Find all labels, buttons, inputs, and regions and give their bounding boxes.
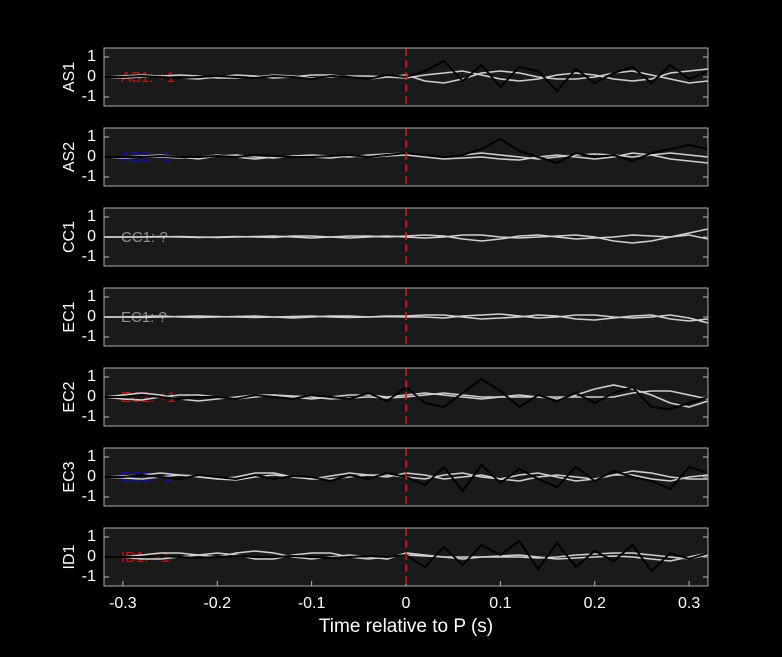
y-tick-label: 1 (87, 128, 96, 145)
panel-border (103, 127, 709, 187)
y-axis-label: AS2 (61, 142, 78, 172)
panel-border (103, 447, 709, 507)
x-tick-label: -0.1 (298, 595, 326, 612)
x-tick-label: -0.3 (109, 595, 137, 612)
y-axis-label: CC1 (61, 221, 78, 253)
y-tick-label: 0 (87, 468, 96, 485)
y-tick-label: 0 (87, 68, 96, 85)
y-axis-label: ID1 (61, 544, 78, 569)
panel-border (103, 207, 709, 267)
x-axis-label: Time relative to P (s) (319, 616, 493, 637)
panel-border (103, 47, 709, 107)
y-tick-label: 1 (87, 48, 96, 65)
y-tick-label: -1 (82, 408, 96, 425)
x-tick-label: 0.1 (489, 595, 511, 612)
y-tick-label: 1 (87, 288, 96, 305)
y-axis-label: AS1 (61, 62, 78, 92)
y-tick-label: 1 (87, 528, 96, 545)
y-tick-label: 0 (87, 148, 96, 165)
y-axis-label: EC2 (61, 381, 78, 412)
y-tick-label: -1 (82, 248, 96, 265)
x-tick-label: 0.3 (678, 595, 700, 612)
y-tick-label: -1 (82, 328, 96, 345)
y-tick-label: -1 (82, 568, 96, 585)
y-axis-label: EC3 (61, 461, 78, 492)
y-axis-label: EC1 (61, 301, 78, 332)
panel-border (103, 287, 709, 347)
y-tick-label: -1 (82, 88, 96, 105)
panel-border (103, 527, 709, 587)
y-tick-label: 1 (87, 448, 96, 465)
y-tick-label: -1 (82, 488, 96, 505)
y-tick-label: -1 (82, 168, 96, 185)
panel-border (103, 367, 709, 427)
y-tick-label: 0 (87, 308, 96, 325)
y-tick-label: 0 (87, 228, 96, 245)
y-tick-label: 0 (87, 548, 96, 565)
y-tick-label: 1 (87, 368, 96, 385)
y-tick-label: 0 (87, 388, 96, 405)
x-tick-label: -0.2 (203, 595, 231, 612)
x-tick-label: 0.2 (584, 595, 606, 612)
x-tick-label: 0 (402, 595, 411, 612)
y-tick-label: 1 (87, 208, 96, 225)
